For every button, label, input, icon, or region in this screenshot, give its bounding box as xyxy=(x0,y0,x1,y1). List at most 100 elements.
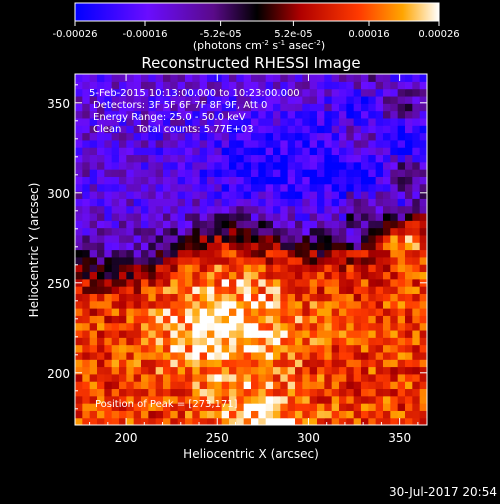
heatmap-cell xyxy=(353,366,362,375)
heatmap-cell xyxy=(236,351,245,360)
heatmap-cell xyxy=(155,147,164,156)
heatmap-cell xyxy=(133,191,142,199)
heatmap-cell xyxy=(199,278,208,287)
heatmap-cell xyxy=(207,154,215,163)
heatmap-cell xyxy=(265,373,274,382)
heatmap-cell xyxy=(383,88,391,97)
heatmap-cell xyxy=(177,256,186,265)
heatmap-cell xyxy=(280,410,289,419)
heatmap-cell xyxy=(199,88,208,97)
heatmap-cell xyxy=(155,351,164,360)
heatmap-cell xyxy=(104,81,113,90)
heatmap-cell xyxy=(104,264,113,273)
heatmap-cell xyxy=(170,103,179,112)
heatmap-cell xyxy=(287,264,296,273)
heatmap-cell xyxy=(361,234,369,243)
heatmap-cell xyxy=(229,139,237,148)
heatmap-cell xyxy=(207,205,215,214)
heatmap-cell xyxy=(368,249,377,258)
heatmap-cell xyxy=(97,95,105,104)
heatmap-cell xyxy=(192,139,201,148)
heatmap-cell xyxy=(97,176,105,185)
heatmap-cell xyxy=(104,344,113,353)
heatmap-cell xyxy=(192,373,201,382)
heatmap-cell xyxy=(192,329,201,338)
heatmap-cell xyxy=(111,88,120,97)
heatmap-cell xyxy=(192,161,201,170)
heatmap-cell xyxy=(390,359,399,368)
heatmap-cell xyxy=(214,271,223,280)
heatmap-cell xyxy=(89,117,98,126)
heatmap-cell xyxy=(383,125,391,134)
heatmap-cell xyxy=(192,337,201,346)
heatmap-cell xyxy=(287,300,296,309)
heatmap-cell xyxy=(243,337,252,346)
heatmap-cell xyxy=(309,264,318,273)
heatmap-cell xyxy=(280,286,289,294)
heatmap-cell xyxy=(82,322,91,331)
heatmap-cell xyxy=(273,234,281,243)
heatmap-cell xyxy=(302,139,311,148)
heatmap-cell xyxy=(309,329,318,338)
heatmap-cell xyxy=(295,169,303,177)
heatmap-cell xyxy=(119,417,127,425)
heatmap-cell xyxy=(331,366,340,375)
heatmap-cell xyxy=(119,103,127,112)
heatmap-cell xyxy=(273,410,281,419)
heatmap-cell xyxy=(287,161,296,170)
heatmap-cell xyxy=(265,286,274,294)
heatmap-cell xyxy=(361,417,369,425)
heatmap-cell xyxy=(295,359,303,368)
heatmap-cell xyxy=(207,132,215,141)
heatmap-cell xyxy=(302,147,311,156)
heatmap-cell xyxy=(368,366,377,375)
heatmap-cell xyxy=(214,300,223,309)
heatmap-cell xyxy=(251,191,259,199)
heatmap-cell xyxy=(339,176,347,185)
heatmap-cell xyxy=(133,242,142,251)
heatmap-cell xyxy=(192,220,201,229)
colorbar-tick-label: -0.00016 xyxy=(123,29,168,40)
heatmap-cell xyxy=(295,74,303,82)
heatmap-cell xyxy=(111,329,120,338)
heatmap-cell xyxy=(221,373,230,382)
heatmap-cell xyxy=(177,220,186,229)
heatmap-cell xyxy=(280,293,289,302)
heatmap-cell xyxy=(75,147,83,156)
heatmap-cell xyxy=(280,212,289,221)
heatmap-cell xyxy=(111,403,120,411)
heatmap-cell xyxy=(419,337,427,346)
heatmap-cell xyxy=(405,366,413,375)
heatmap-cell xyxy=(192,322,201,331)
heatmap-cell xyxy=(324,366,333,375)
heatmap-cell xyxy=(104,322,113,331)
heatmap-cell xyxy=(309,373,318,382)
heatmap-cell xyxy=(361,264,369,273)
heatmap-cell xyxy=(236,249,245,258)
heatmap-cell xyxy=(346,395,355,404)
heatmap-cell xyxy=(280,388,289,397)
heatmap-cell xyxy=(324,117,333,126)
heatmap-cell xyxy=(221,300,230,309)
heatmap-cell xyxy=(89,271,98,280)
heatmap-cell xyxy=(353,81,362,90)
heatmap-cell xyxy=(243,381,252,390)
heatmap-cell xyxy=(111,366,120,375)
heatmap-cell xyxy=(251,256,259,265)
heatmap-cell xyxy=(302,205,311,214)
heatmap-cell xyxy=(412,117,421,126)
heatmap-cell xyxy=(419,315,427,324)
heatmap-cell xyxy=(97,220,105,229)
heatmap-cell xyxy=(148,154,157,163)
heatmap-cell xyxy=(419,373,427,382)
heatmap-cell xyxy=(287,95,296,104)
heatmap-cell xyxy=(141,183,149,192)
heatmap-cell xyxy=(221,359,230,368)
heatmap-cell xyxy=(287,242,296,251)
heatmap-cell xyxy=(309,117,318,126)
heatmap-cell xyxy=(221,410,230,419)
heatmap-cell xyxy=(397,220,406,229)
heatmap-cell xyxy=(265,88,274,97)
heatmap-cell xyxy=(383,395,391,404)
heatmap-cell xyxy=(155,403,164,411)
